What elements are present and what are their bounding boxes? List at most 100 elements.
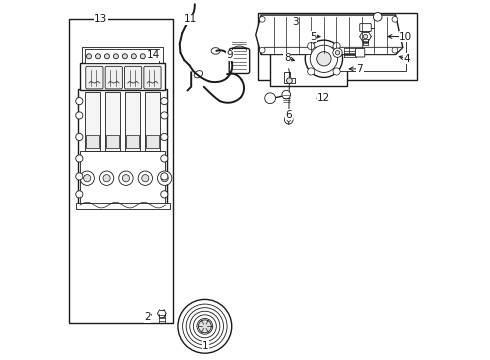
Text: 11: 11 bbox=[184, 14, 197, 24]
Circle shape bbox=[265, 93, 275, 104]
Polygon shape bbox=[256, 15, 403, 54]
Polygon shape bbox=[80, 151, 166, 205]
Circle shape bbox=[76, 173, 83, 180]
Text: 6: 6 bbox=[286, 110, 292, 120]
Circle shape bbox=[259, 47, 265, 53]
Text: 13: 13 bbox=[94, 14, 107, 24]
Circle shape bbox=[149, 54, 154, 59]
Text: 12: 12 bbox=[317, 93, 331, 103]
Circle shape bbox=[305, 40, 343, 77]
Circle shape bbox=[99, 171, 114, 185]
Circle shape bbox=[161, 173, 168, 180]
Circle shape bbox=[308, 68, 315, 75]
Circle shape bbox=[142, 175, 149, 182]
Bar bbox=[85, 92, 100, 151]
FancyBboxPatch shape bbox=[86, 66, 103, 89]
Bar bbox=[87, 135, 99, 148]
Bar bbox=[125, 92, 140, 151]
Text: 5: 5 bbox=[310, 32, 317, 41]
Circle shape bbox=[259, 17, 265, 22]
Bar bbox=[126, 135, 139, 148]
Circle shape bbox=[186, 308, 223, 345]
Circle shape bbox=[161, 112, 168, 119]
Circle shape bbox=[76, 134, 83, 140]
Circle shape bbox=[373, 13, 382, 21]
Circle shape bbox=[335, 50, 340, 55]
Circle shape bbox=[392, 47, 398, 53]
Bar bbox=[327, 35, 406, 71]
Text: 14: 14 bbox=[147, 50, 160, 60]
Text: 4: 4 bbox=[403, 54, 410, 64]
Circle shape bbox=[200, 321, 210, 331]
Text: 7: 7 bbox=[356, 64, 363, 74]
Circle shape bbox=[161, 134, 168, 140]
Circle shape bbox=[157, 171, 172, 185]
Circle shape bbox=[76, 155, 83, 162]
Bar bbox=[146, 135, 159, 148]
Circle shape bbox=[76, 191, 83, 198]
Circle shape bbox=[287, 78, 293, 84]
Circle shape bbox=[310, 45, 338, 72]
Text: 8: 8 bbox=[284, 53, 291, 63]
Text: 1: 1 bbox=[202, 341, 209, 351]
Circle shape bbox=[317, 51, 331, 66]
Circle shape bbox=[122, 175, 129, 182]
Circle shape bbox=[84, 175, 91, 182]
Circle shape bbox=[161, 98, 168, 105]
Bar bbox=[145, 92, 160, 151]
Circle shape bbox=[190, 311, 220, 341]
Text: 9: 9 bbox=[227, 50, 233, 60]
Circle shape bbox=[161, 191, 168, 198]
Polygon shape bbox=[284, 72, 295, 83]
Circle shape bbox=[103, 175, 110, 182]
Circle shape bbox=[333, 48, 342, 57]
Text: 10: 10 bbox=[399, 32, 412, 41]
Text: 3: 3 bbox=[292, 17, 298, 27]
Text: 2: 2 bbox=[144, 312, 151, 322]
Circle shape bbox=[287, 118, 291, 122]
Circle shape bbox=[122, 54, 127, 59]
Bar bbox=[69, 19, 173, 323]
Circle shape bbox=[131, 54, 136, 59]
Circle shape bbox=[76, 112, 83, 119]
Bar bbox=[270, 31, 347, 86]
Polygon shape bbox=[261, 47, 403, 54]
Circle shape bbox=[308, 42, 315, 50]
Circle shape bbox=[96, 54, 100, 59]
Circle shape bbox=[282, 90, 291, 99]
Circle shape bbox=[119, 171, 133, 185]
Circle shape bbox=[198, 320, 211, 333]
FancyBboxPatch shape bbox=[355, 48, 365, 57]
Circle shape bbox=[104, 54, 109, 59]
FancyBboxPatch shape bbox=[144, 66, 161, 89]
Circle shape bbox=[364, 35, 368, 39]
Circle shape bbox=[161, 155, 168, 162]
Circle shape bbox=[333, 68, 340, 75]
Circle shape bbox=[138, 171, 152, 185]
Circle shape bbox=[113, 54, 119, 59]
Circle shape bbox=[183, 304, 227, 348]
Polygon shape bbox=[78, 89, 167, 205]
Bar bbox=[106, 135, 119, 148]
Circle shape bbox=[333, 42, 340, 50]
Circle shape bbox=[202, 324, 207, 329]
Circle shape bbox=[161, 175, 168, 182]
Bar bbox=[258, 13, 417, 80]
Bar bbox=[105, 92, 120, 151]
FancyBboxPatch shape bbox=[229, 48, 250, 73]
Circle shape bbox=[392, 17, 398, 22]
Circle shape bbox=[87, 54, 92, 59]
Polygon shape bbox=[82, 47, 163, 65]
Polygon shape bbox=[80, 63, 166, 90]
Circle shape bbox=[194, 315, 216, 338]
Polygon shape bbox=[76, 203, 170, 209]
FancyBboxPatch shape bbox=[124, 66, 142, 89]
Circle shape bbox=[140, 54, 146, 59]
Circle shape bbox=[197, 319, 213, 334]
Polygon shape bbox=[85, 49, 159, 63]
FancyBboxPatch shape bbox=[105, 66, 122, 89]
Circle shape bbox=[76, 98, 83, 105]
Circle shape bbox=[285, 116, 293, 124]
FancyBboxPatch shape bbox=[360, 24, 371, 32]
Circle shape bbox=[80, 171, 95, 185]
